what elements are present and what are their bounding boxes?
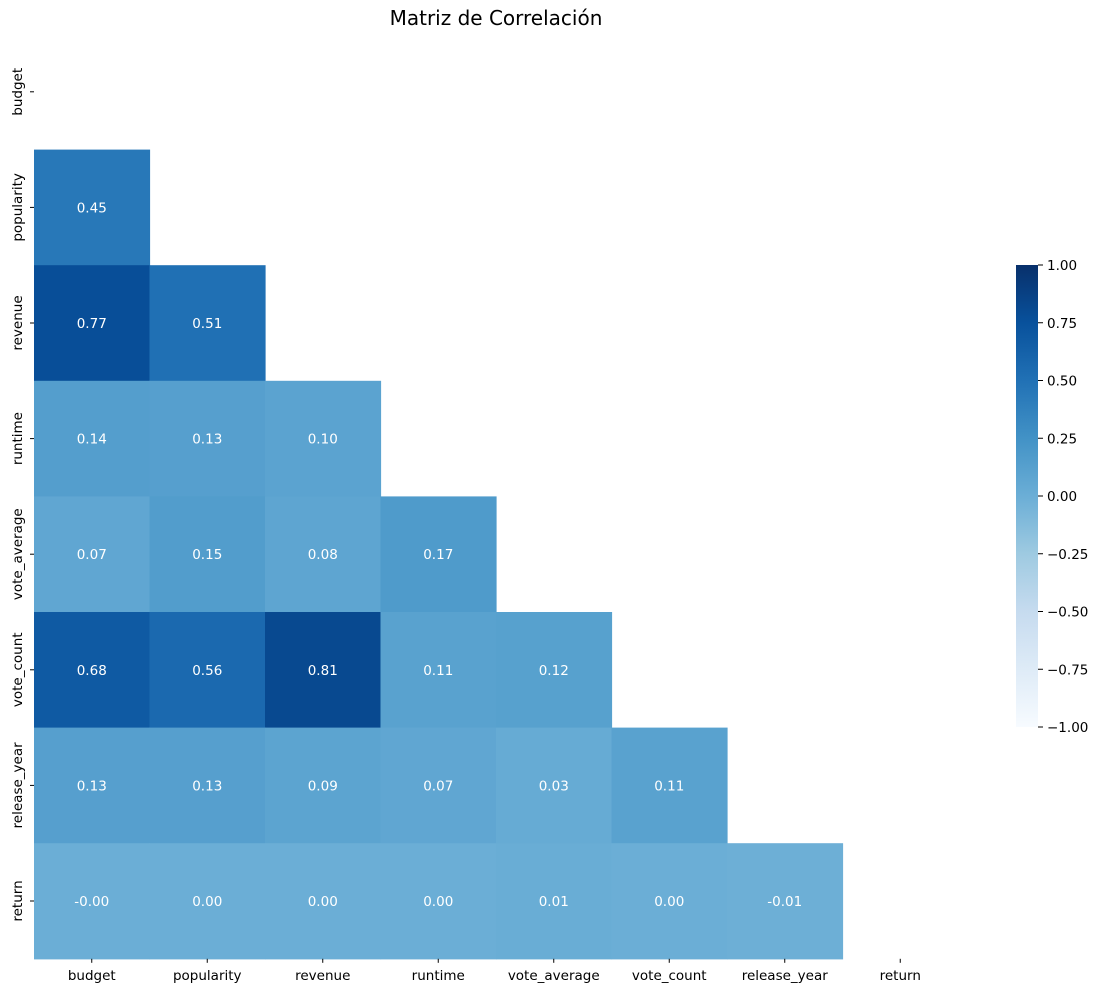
- x-tick-label: budget: [68, 968, 116, 984]
- y-tick-label: runtime: [10, 412, 26, 465]
- cell-annotation: 0.10: [308, 432, 338, 448]
- heatmap-cell: [496, 727, 613, 844]
- heatmap-cell: [380, 843, 497, 960]
- cell-annotation: 0.15: [192, 547, 222, 563]
- heatmap-cell: [34, 149, 151, 266]
- colorbar-tick-label: −0.75: [1047, 662, 1088, 678]
- heatmap-cell: [149, 612, 266, 729]
- x-tick-label: popularity: [173, 968, 242, 984]
- heatmap-cell: [149, 843, 266, 960]
- y-tick-label: budget: [10, 68, 26, 116]
- y-tick-label: return: [10, 880, 26, 921]
- colorbar-ticks: 1.00 0.75 0.50 0.25 0.00 −0.25 −0.50 −0.75 −1.00: [1038, 258, 1088, 736]
- cell-annotation: 0.13: [192, 432, 222, 448]
- heatmap-cell: [149, 380, 266, 497]
- heatmap-cell: [380, 727, 497, 844]
- heatmap-cell: [34, 265, 151, 382]
- heatmap-cell: [149, 265, 266, 382]
- x-tick-label: return: [880, 968, 921, 984]
- y-tick-label: popularity: [10, 173, 26, 242]
- cell-annotation: 0.12: [539, 663, 569, 679]
- cell-annotation: 0.00: [654, 894, 684, 910]
- heatmap-cell: [727, 843, 844, 960]
- heatmap-cell: [380, 496, 497, 613]
- heatmap-cell: [34, 727, 151, 844]
- cell-annotation: 0.07: [423, 778, 453, 794]
- cell-annotation: 0.13: [192, 778, 222, 794]
- colorbar-tick-label: 0.25: [1047, 431, 1077, 447]
- cell-annotation: 0.56: [192, 663, 222, 679]
- heatmap-cell: [611, 727, 728, 844]
- colorbar-tick-label: −0.25: [1047, 547, 1088, 563]
- y-tick-label: revenue: [10, 295, 26, 350]
- x-tick-label: revenue: [295, 968, 350, 984]
- cell-annotation: 0.03: [539, 778, 569, 794]
- colorbar-tick-label: −0.50: [1047, 605, 1088, 621]
- heatmap-cell: [265, 496, 382, 613]
- y-tick-label: vote_count: [10, 632, 26, 707]
- chart-title: Matriz de Correlación: [390, 6, 603, 30]
- cell-annotation: 0.45: [77, 200, 107, 216]
- cell-annotation: 0.07: [77, 547, 107, 563]
- cell-annotation: 0.08: [308, 547, 338, 563]
- cell-annotation: 0.77: [77, 316, 107, 332]
- cell-annotation: 0.81: [308, 663, 338, 679]
- cell-annotation: 0.00: [192, 894, 222, 910]
- cell-annotation: -0.01: [767, 894, 802, 910]
- cell-annotation: 0.68: [77, 663, 107, 679]
- heatmap-cell: [34, 612, 151, 729]
- cell-annotation: 0.00: [308, 894, 338, 910]
- colorbar: [1016, 265, 1038, 727]
- cell-annotation: 0.17: [423, 547, 453, 563]
- heatmap-cell: [496, 612, 613, 729]
- x-tick-label: vote_count: [632, 968, 707, 984]
- y-axis: budget popularity revenue runtime vote_avera…: [10, 68, 34, 922]
- cell-annotation: 0.14: [77, 432, 107, 448]
- colorbar-tick-label: 1.00: [1047, 258, 1077, 274]
- colorbar-tick-label: −1.00: [1047, 720, 1088, 736]
- cell-annotation: 0.11: [423, 663, 453, 679]
- cell-annotation: 0.09: [308, 778, 338, 794]
- heatmap-cell: [380, 612, 497, 729]
- colorbar-tick-label: 0.50: [1047, 374, 1077, 390]
- x-axis: budget popularity revenue runtime vote_avera…: [68, 958, 921, 984]
- heatmap-cell: [149, 496, 266, 613]
- heatmap-cell: [149, 727, 266, 844]
- heatmap-cell: [34, 380, 151, 497]
- heatmap-cell: [34, 843, 151, 960]
- y-tick-label: release_year: [10, 742, 26, 829]
- heatmap-cell: [496, 843, 613, 960]
- colorbar-tick-label: 0.75: [1047, 316, 1077, 332]
- x-tick-label: release_year: [742, 968, 829, 984]
- heatmap-cells: [34, 149, 844, 960]
- cell-annotation: 0.11: [654, 778, 684, 794]
- cell-annotation: 0.00: [423, 894, 453, 910]
- colorbar-tick-label: 0.00: [1047, 489, 1077, 505]
- cell-annotation: 0.13: [77, 778, 107, 794]
- heatmap-cell: [611, 843, 728, 960]
- heatmap-cell: [265, 612, 382, 729]
- heatmap-annotations: 0.45 0.77 0.51 0.14 0.13 0.10 0.07 0.15 0.08 0.17…: [74, 200, 802, 910]
- heatmap-cell: [265, 727, 382, 844]
- cell-annotation: 0.51: [192, 316, 222, 332]
- heatmap-cell: [34, 496, 151, 613]
- x-tick-label: runtime: [412, 968, 465, 984]
- heatmap-cell: [265, 843, 382, 960]
- cell-annotation: -0.00: [74, 894, 109, 910]
- x-tick-label: vote_average: [508, 968, 600, 984]
- y-tick-label: vote_average: [10, 508, 26, 600]
- cell-annotation: 0.01: [539, 894, 569, 910]
- heatmap-cell: [265, 380, 382, 497]
